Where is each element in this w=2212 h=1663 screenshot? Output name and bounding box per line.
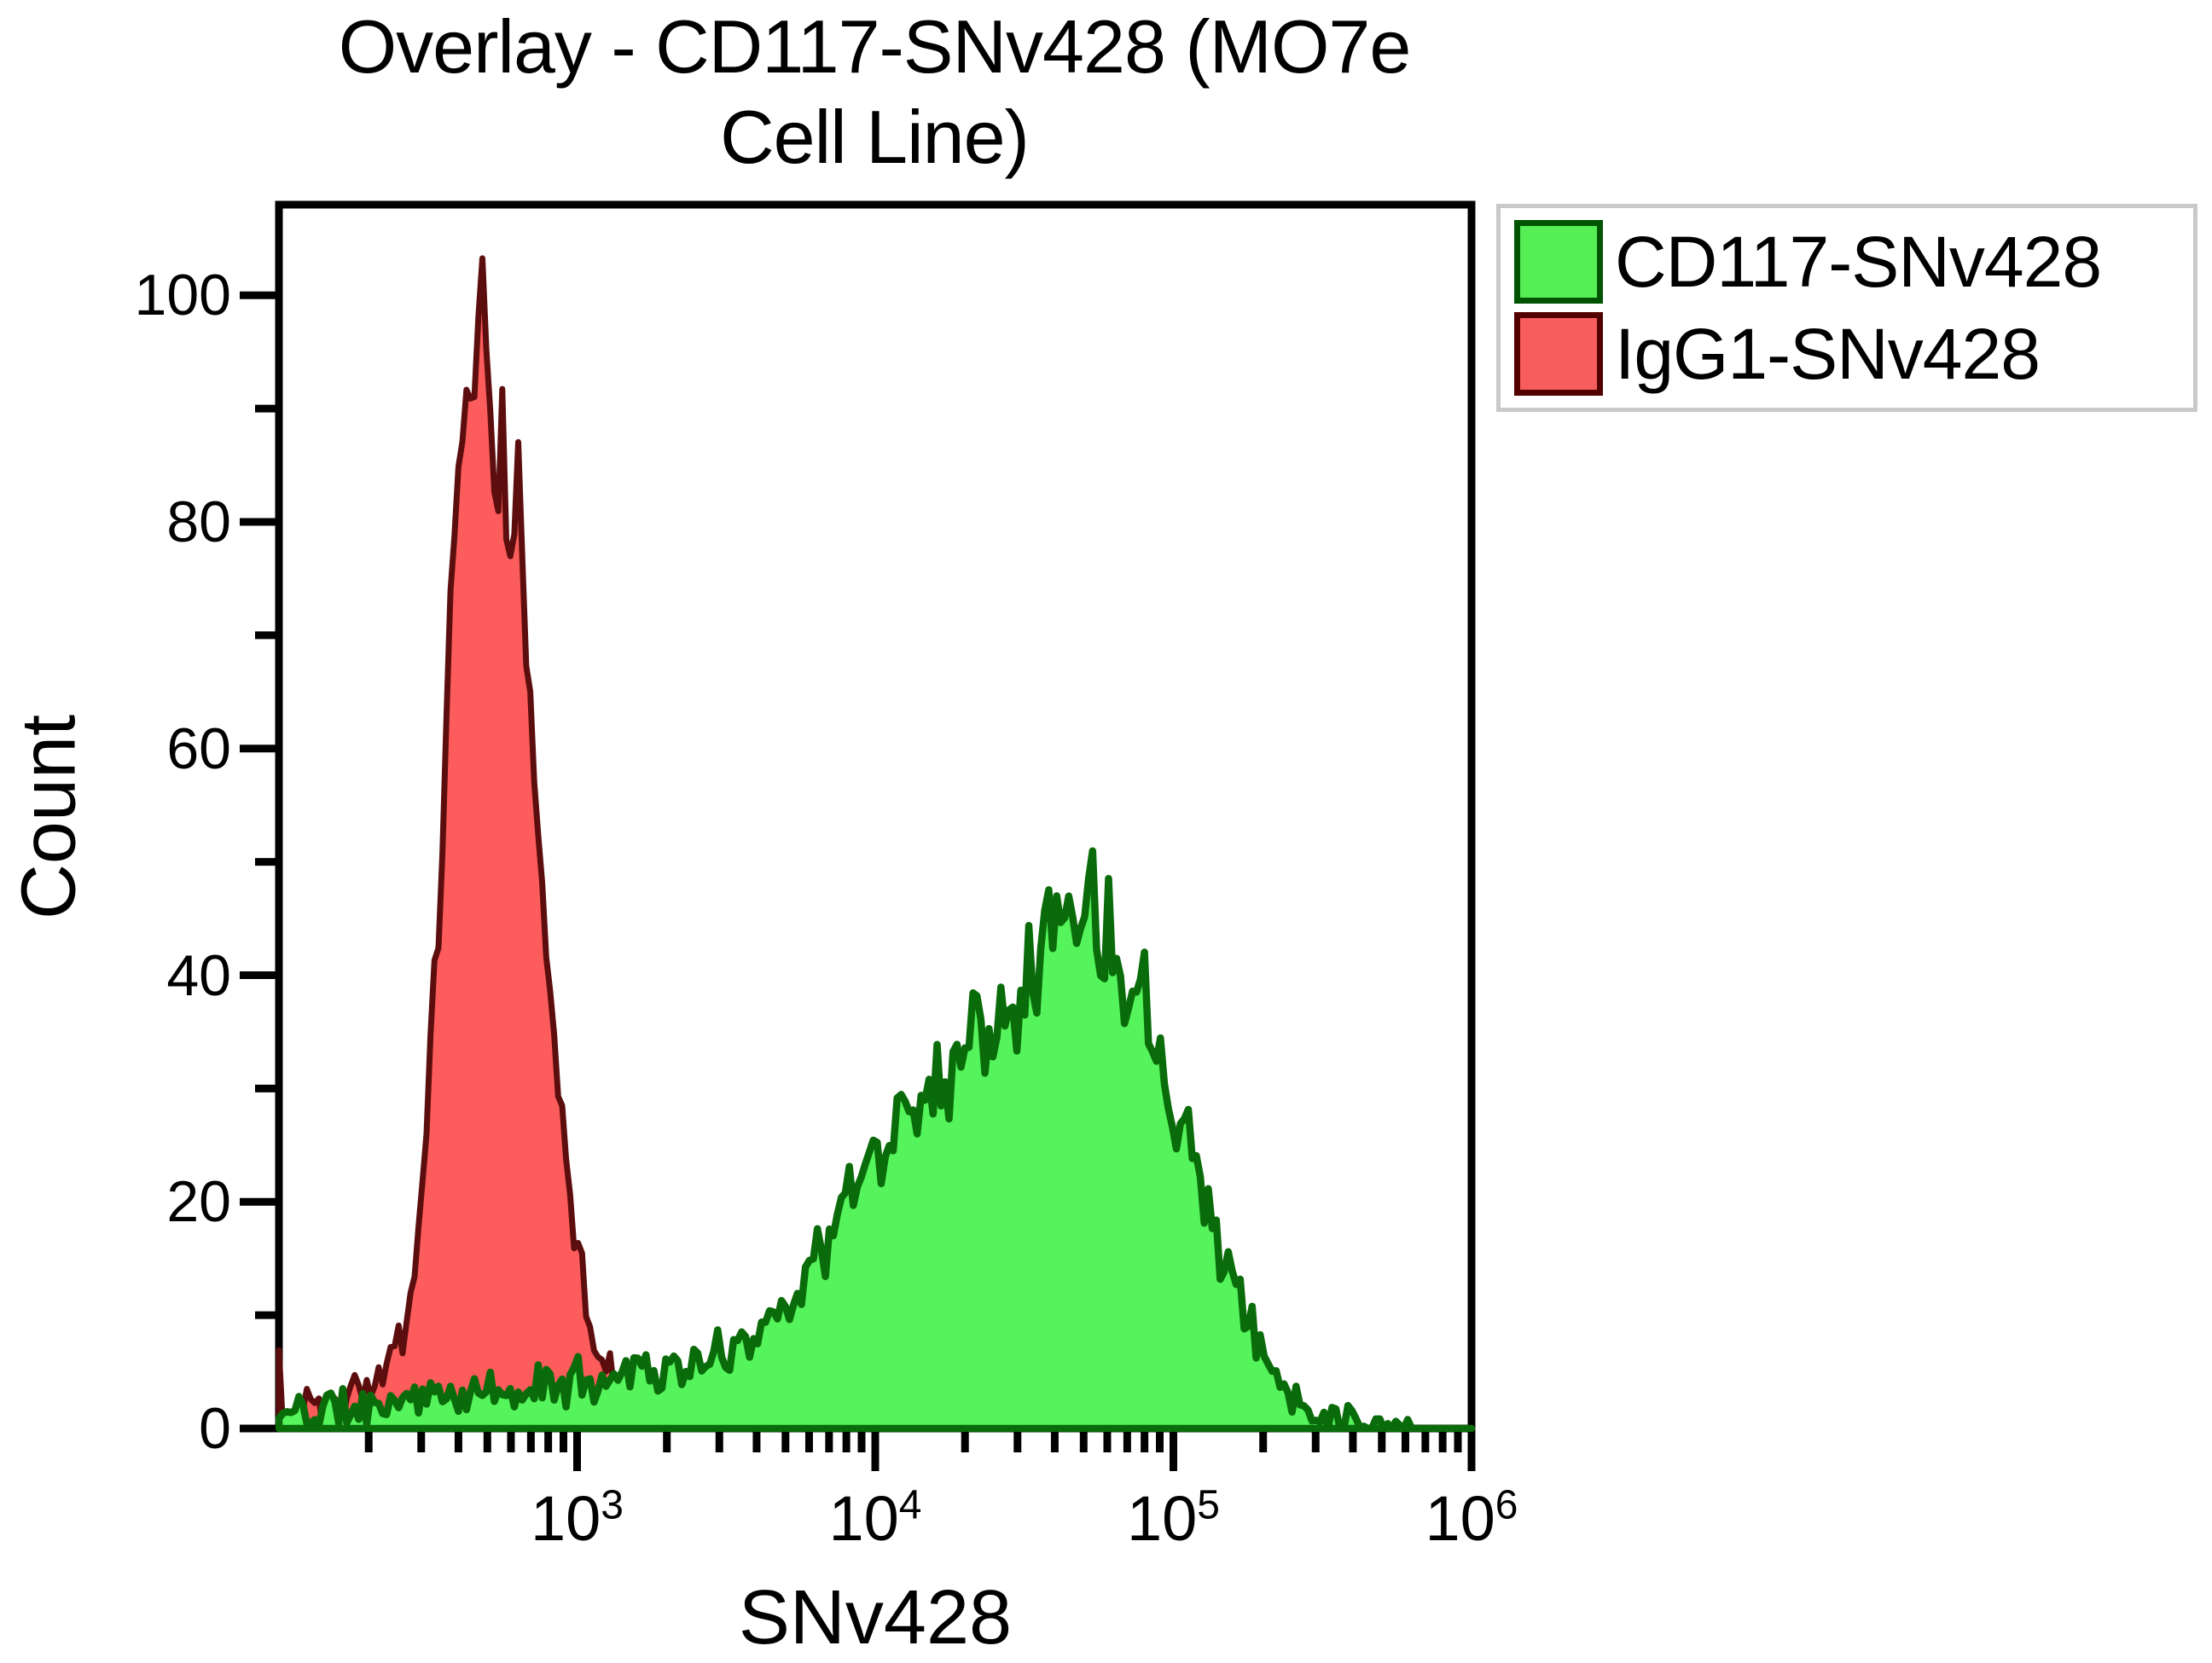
legend-label-cd117: CD117-SNv428 — [1615, 222, 2102, 302]
legend: CD117-SNv428 IgG1-SNv428 — [1496, 204, 2197, 412]
legend-swatch-cd117 — [1514, 220, 1603, 304]
x-tick-label-10e6: 106 — [1425, 1482, 1518, 1554]
cd117-snv428-histogram — [275, 847, 1476, 1433]
y-axis-title: Count — [6, 714, 92, 920]
legend-swatch-igg1 — [1514, 312, 1603, 396]
y-tick-label-20: 20 — [166, 1169, 231, 1235]
chart-title: Overlay - CD117-SNv428 (MO7e Cell Line) — [282, 2, 1467, 183]
legend-item-igg1: IgG1-SNv428 — [1514, 312, 2181, 396]
y-tick-label-100: 100 — [134, 263, 231, 328]
x-tick-label-10e4: 104 — [828, 1482, 922, 1554]
y-tick-label-0: 0 — [199, 1396, 231, 1461]
chart-title-line-1: Overlay - CD117-SNv428 (MO7e — [338, 4, 1412, 89]
legend-item-cd117: CD117-SNv428 — [1514, 220, 2181, 304]
x-tick-label-10e3: 103 — [530, 1482, 624, 1554]
y-tick-label-60: 60 — [166, 716, 231, 781]
chart-title-line-2: Cell Line) — [720, 95, 1030, 179]
x-tick-label-10e5: 105 — [1126, 1482, 1220, 1554]
y-tick-label-80: 80 — [166, 490, 231, 555]
legend-label-igg1: IgG1-SNv428 — [1615, 314, 2041, 394]
x-axis-title: SNv428 — [738, 1575, 1013, 1660]
y-tick-label-40: 40 — [166, 942, 231, 1008]
